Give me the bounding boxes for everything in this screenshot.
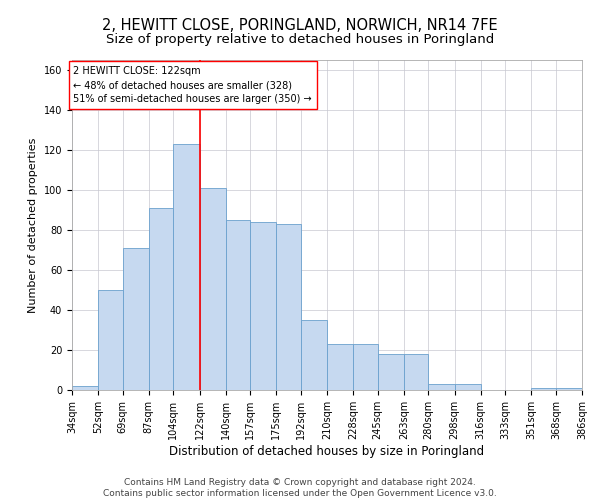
X-axis label: Distribution of detached houses by size in Poringland: Distribution of detached houses by size …: [169, 444, 485, 458]
Text: Contains HM Land Registry data © Crown copyright and database right 2024.
Contai: Contains HM Land Registry data © Crown c…: [103, 478, 497, 498]
Bar: [301, 320, 327, 390]
Bar: [353, 344, 378, 390]
Y-axis label: Number of detached properties: Number of detached properties: [28, 138, 38, 312]
Bar: [556, 388, 582, 390]
Bar: [149, 208, 173, 390]
Bar: [173, 144, 200, 390]
Bar: [276, 224, 301, 390]
Bar: [378, 354, 404, 390]
Bar: [123, 248, 149, 390]
Bar: [72, 386, 98, 390]
Bar: [428, 384, 455, 390]
Bar: [226, 220, 250, 390]
Bar: [404, 354, 428, 390]
Bar: [98, 290, 123, 390]
Text: 2 HEWITT CLOSE: 122sqm
← 48% of detached houses are smaller (328)
51% of semi-de: 2 HEWITT CLOSE: 122sqm ← 48% of detached…: [73, 66, 312, 104]
Text: Size of property relative to detached houses in Poringland: Size of property relative to detached ho…: [106, 32, 494, 46]
Text: 2, HEWITT CLOSE, PORINGLAND, NORWICH, NR14 7FE: 2, HEWITT CLOSE, PORINGLAND, NORWICH, NR…: [102, 18, 498, 32]
Bar: [531, 388, 556, 390]
Bar: [327, 344, 353, 390]
Bar: [250, 222, 276, 390]
Bar: [200, 188, 226, 390]
Bar: [455, 384, 481, 390]
